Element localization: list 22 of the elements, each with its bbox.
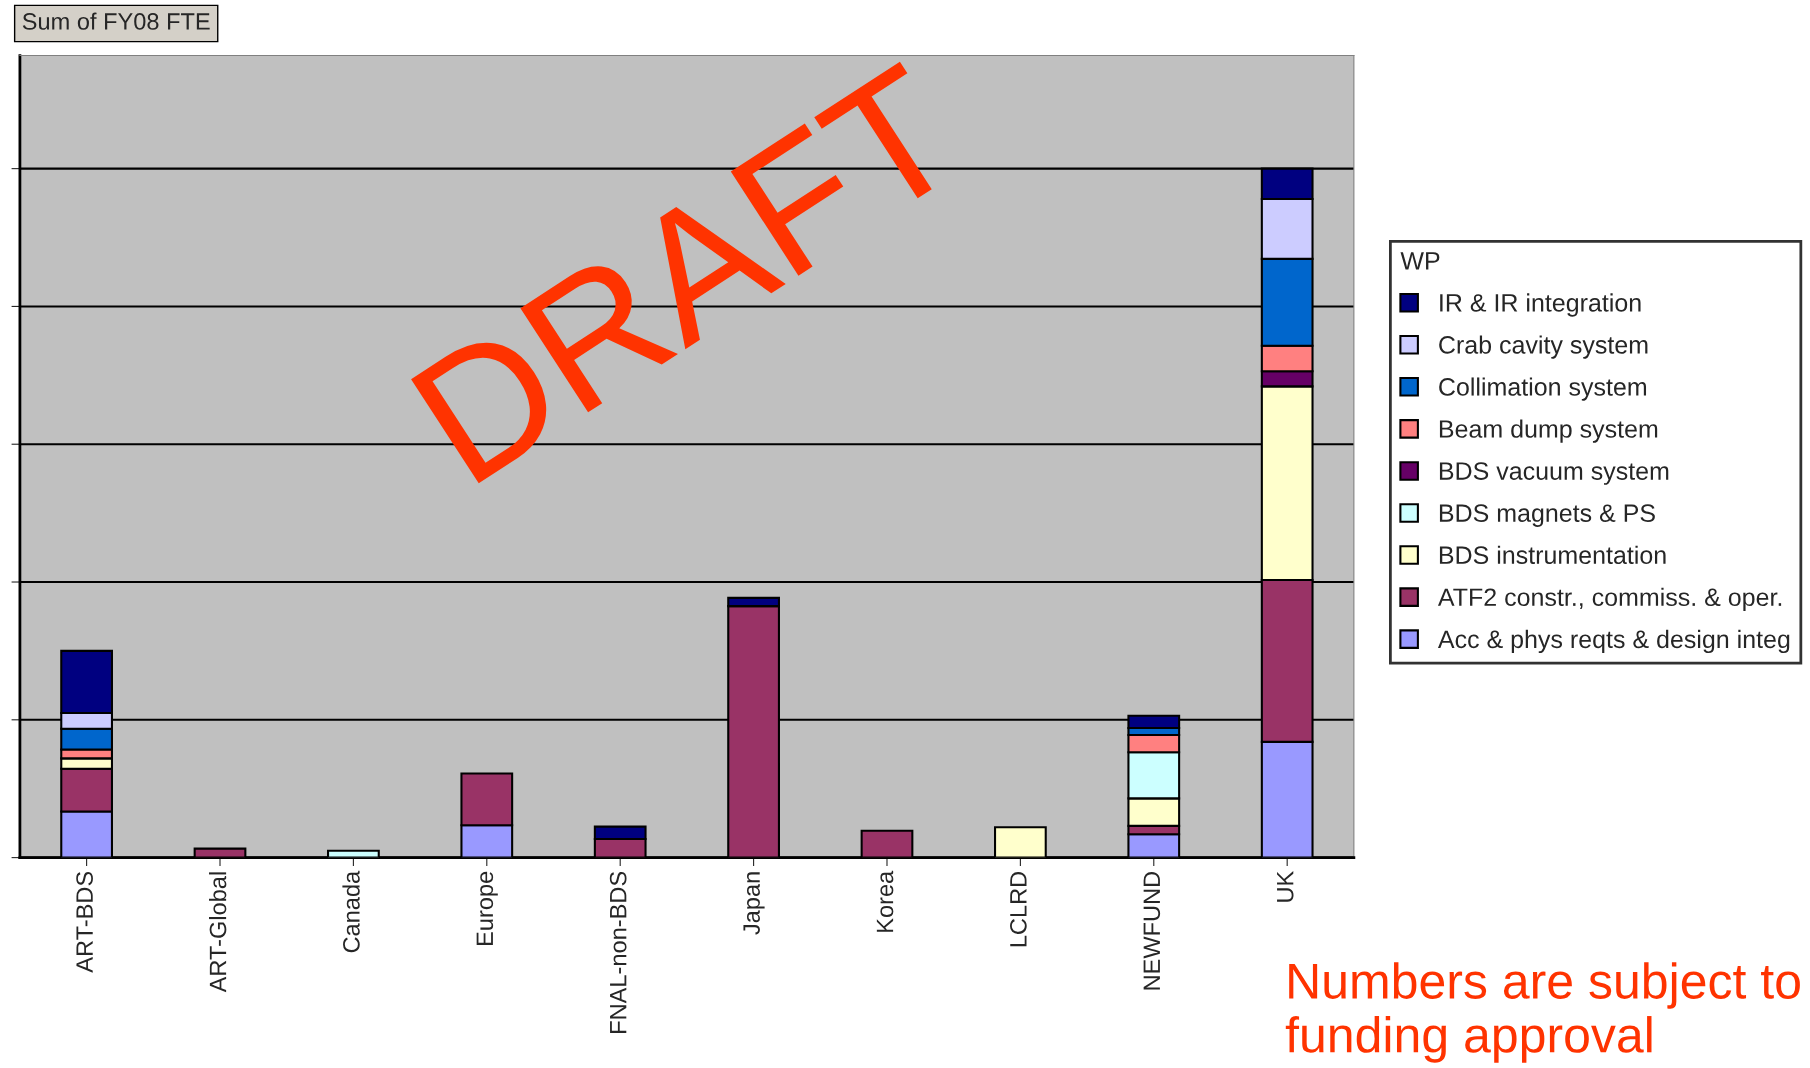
legend-label: IR & IR integration (1440, 293, 1641, 317)
legend-label: BDS magnets & PS (1439, 504, 1655, 527)
x-tick-label: UK (1277, 871, 1294, 902)
legend-title: WP (1400, 252, 1440, 270)
text: Numbers are subject to funding approval (1285, 962, 1800, 1063)
legend-label: Crab cavity system (1439, 335, 1648, 359)
legend-label: ATF2 constr., commiss. & oper. (1437, 587, 1782, 612)
x-tick-label: NEWFUND (1143, 871, 1161, 990)
legend-label: BDS vacuum system (1439, 462, 1669, 485)
x-tick-label: Korea (876, 870, 894, 932)
legend-label: BDS instrumentation (1439, 545, 1666, 565)
x-tick-label: Japan (743, 872, 765, 935)
x-tick-label: LCLRD (1010, 871, 1027, 947)
legend-label: Collimation system (1439, 377, 1647, 401)
x-tick-label: FNAL-non-BDS (609, 871, 627, 1033)
x-tick-label: Europe (476, 871, 498, 945)
legend-label: Acc & phys reqts & design integ (1437, 629, 1790, 654)
x-tick-label: Canada (342, 870, 360, 953)
legend-label: Beam dump system (1439, 419, 1658, 443)
x-tick-label: ART-Global (209, 872, 227, 993)
chart-title: Sum of FY08 FTE (22, 12, 210, 30)
x-tick-label: ART-BDS (76, 871, 93, 973)
